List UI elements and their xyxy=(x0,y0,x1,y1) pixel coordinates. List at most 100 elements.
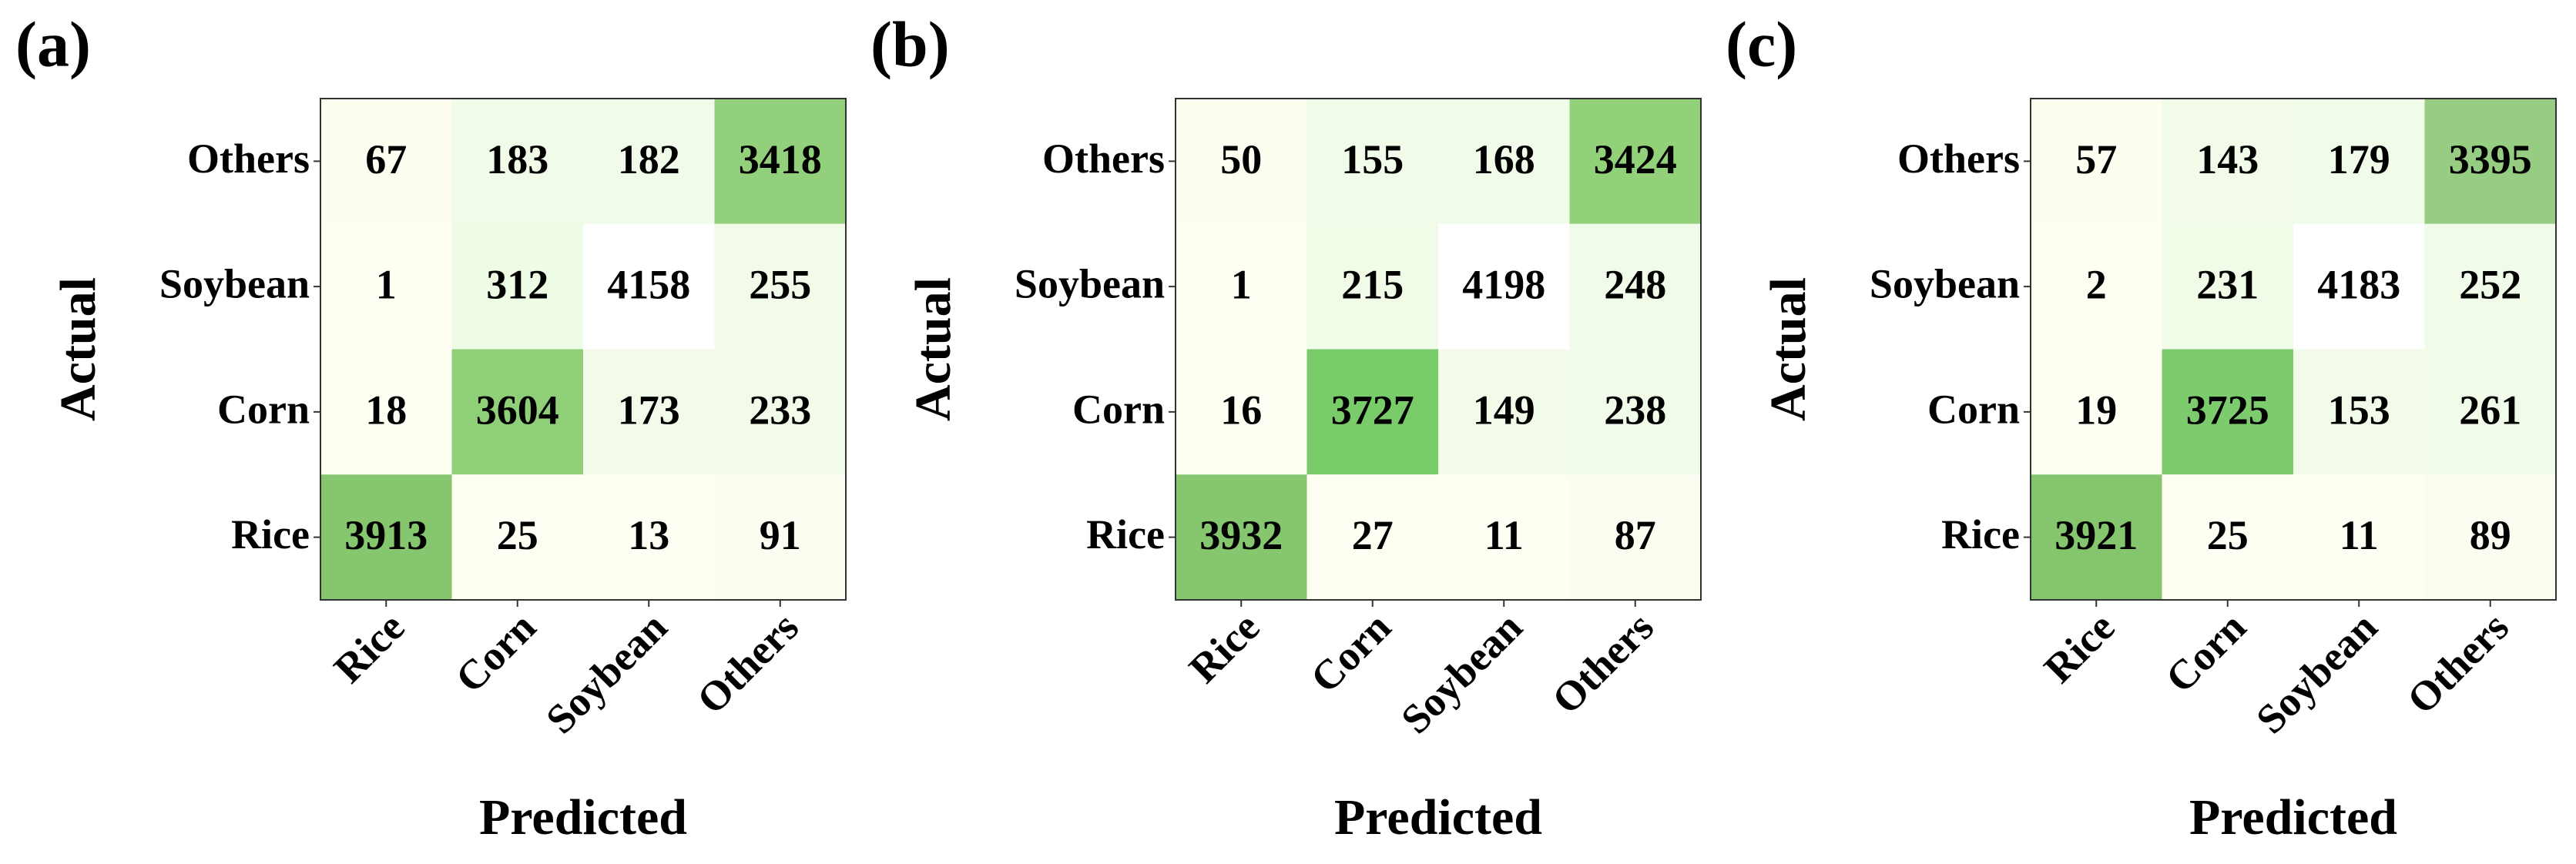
cell xyxy=(583,223,715,350)
cell-value: 19 xyxy=(2075,387,2117,433)
cell-value: 27 xyxy=(1352,512,1394,558)
x-tick-label: Soybean xyxy=(1392,604,1531,742)
cell-value: 11 xyxy=(2340,512,2379,558)
frame xyxy=(320,98,847,601)
cell xyxy=(583,474,715,600)
x-tick-label: Soybean xyxy=(537,604,676,742)
y-tick-label: Others xyxy=(1897,136,2020,182)
x-tick-label: Rice xyxy=(2035,604,2124,692)
panel-label: (b) xyxy=(870,8,950,80)
cell-value: 18 xyxy=(365,387,407,433)
x-tick-label: Corn xyxy=(447,604,545,702)
x-axis-label: Predicted xyxy=(1334,789,1542,846)
cell xyxy=(1176,99,1307,224)
cell-value: 25 xyxy=(497,512,538,558)
cell xyxy=(451,99,583,224)
x-tick-label: Soybean xyxy=(2247,604,2386,742)
cell-value: 89 xyxy=(2470,512,2511,558)
cell-value: 57 xyxy=(2075,136,2117,183)
cell-value: 4158 xyxy=(607,262,690,308)
cell xyxy=(1569,474,1701,600)
cell xyxy=(1306,349,1438,475)
cell xyxy=(1176,349,1307,475)
cell xyxy=(1569,349,1701,475)
x-tick-label: Rice xyxy=(325,604,414,692)
cell xyxy=(1176,474,1307,600)
x-tick-label: Others xyxy=(688,604,807,723)
cell-value: 173 xyxy=(618,387,680,433)
frame xyxy=(1175,98,1702,601)
cell-value: 1 xyxy=(376,262,397,308)
frame xyxy=(2030,98,2557,601)
cell xyxy=(2162,349,2293,475)
cell xyxy=(2162,99,2293,224)
cell-value: 3921 xyxy=(2054,512,2138,558)
cell-value: 183 xyxy=(486,136,548,183)
x-tick-label: Corn xyxy=(1302,604,1400,702)
cell xyxy=(2031,349,2162,475)
x-axis-label: Predicted xyxy=(479,789,687,846)
cell xyxy=(1306,223,1438,350)
cell-value: 2 xyxy=(2086,262,2107,308)
cell-value: 11 xyxy=(1484,512,1524,558)
cell-value: 3913 xyxy=(344,512,428,558)
cell-value: 3932 xyxy=(1199,512,1283,558)
cell-value: 91 xyxy=(760,512,801,558)
cell xyxy=(1438,99,1570,224)
cell xyxy=(714,349,846,475)
x-tick-label: Corn xyxy=(2157,604,2255,702)
cell xyxy=(714,99,846,224)
panel-label: (c) xyxy=(1726,8,1797,80)
cell xyxy=(451,474,583,600)
panel-label: (a) xyxy=(15,8,91,80)
cell-value: 87 xyxy=(1615,512,1656,558)
cell-value: 155 xyxy=(1341,136,1404,183)
cell-value: 231 xyxy=(2196,262,2259,308)
cell xyxy=(320,349,452,475)
cell xyxy=(2424,474,2556,600)
cell xyxy=(1306,99,1438,224)
cell-value: 238 xyxy=(1604,387,1666,433)
y-tick-label: Corn xyxy=(217,386,310,432)
cell xyxy=(2031,474,2162,600)
x-tick-label: Rice xyxy=(1180,604,1269,692)
cell xyxy=(714,474,846,600)
cell xyxy=(320,99,452,224)
cell xyxy=(2293,474,2425,600)
y-tick-label: Soybean xyxy=(159,261,310,307)
x-axis-label: Predicted xyxy=(2189,789,2397,846)
cell-value: 1 xyxy=(1231,262,1252,308)
cell xyxy=(451,349,583,475)
cell xyxy=(2293,99,2425,224)
cell-value: 3727 xyxy=(1331,387,1414,433)
cell-value: 4183 xyxy=(2317,262,2400,308)
cell-value: 50 xyxy=(1220,136,1262,183)
cell-value: 25 xyxy=(2207,512,2249,558)
cell xyxy=(2424,223,2556,350)
cell xyxy=(1306,474,1438,600)
y-tick-label: Others xyxy=(1042,136,1165,182)
y-tick-label: Others xyxy=(187,136,310,182)
cell xyxy=(714,223,846,350)
cell-value: 149 xyxy=(1473,387,1535,433)
y-axis-label: Actual xyxy=(905,277,961,421)
cell xyxy=(2031,223,2162,350)
y-tick-label: Corn xyxy=(1072,386,1165,432)
cell-value: 248 xyxy=(1604,262,1666,308)
y-tick-label: Rice xyxy=(231,511,310,558)
cell-value: 4198 xyxy=(1462,262,1545,308)
cell-value: 215 xyxy=(1341,262,1404,308)
y-axis-label: Actual xyxy=(1760,277,1816,421)
cell xyxy=(451,223,583,350)
y-tick-label: Soybean xyxy=(1015,261,1165,307)
cell-value: 67 xyxy=(365,136,407,183)
cell xyxy=(320,474,452,600)
cell-value: 233 xyxy=(749,387,811,433)
cell-value: 3395 xyxy=(2449,136,2532,183)
cell xyxy=(1438,349,1570,475)
cell xyxy=(1176,223,1307,350)
y-tick-label: Rice xyxy=(1941,511,2020,558)
y-tick-label: Corn xyxy=(1927,386,2020,432)
cell-value: 261 xyxy=(2459,387,2521,433)
cell-value: 3604 xyxy=(476,387,559,433)
